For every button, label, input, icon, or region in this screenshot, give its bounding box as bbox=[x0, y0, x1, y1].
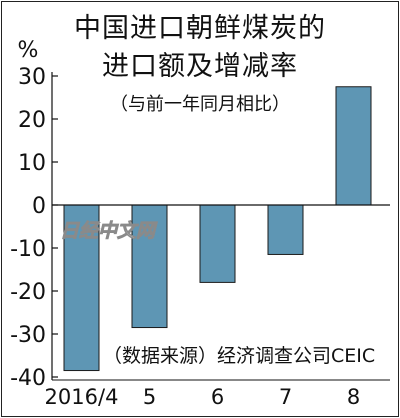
bar-7 bbox=[267, 204, 304, 255]
x-tick-label: 6 bbox=[211, 385, 224, 409]
bars-layer bbox=[63, 86, 372, 372]
bar-6 bbox=[199, 204, 236, 283]
y-unit-label: % bbox=[18, 38, 39, 63]
y-tick-label: -30 bbox=[10, 323, 46, 348]
y-tick-label: 20 bbox=[18, 108, 46, 133]
x-tick-label: 5 bbox=[143, 385, 156, 409]
x-tick-label: 7 bbox=[279, 385, 292, 409]
chart-title-line2: 进口额及增减率 bbox=[102, 51, 298, 82]
y-tick-label: 10 bbox=[18, 151, 46, 176]
chart-title-line1: 中国进口朝鲜煤炭的 bbox=[74, 13, 326, 44]
x-tick-label: 8 bbox=[347, 385, 360, 409]
bar-8 bbox=[335, 86, 372, 206]
source-note: （数据来源）经济调查公司CEIC bbox=[103, 345, 375, 367]
bar-2016-4 bbox=[63, 204, 100, 372]
x-tick-label: 2016/4 bbox=[45, 385, 119, 409]
y-tick-label: -10 bbox=[10, 237, 46, 262]
y-tick-label: 30 bbox=[18, 65, 46, 90]
watermark-text: 日经中文网 bbox=[60, 220, 158, 242]
y-tick-label: -40 bbox=[10, 366, 46, 391]
y-tick-label: 0 bbox=[32, 194, 46, 219]
y-tick-label: -20 bbox=[10, 280, 46, 305]
chart-subtitle: （与前一年同月相比） bbox=[110, 94, 290, 115]
